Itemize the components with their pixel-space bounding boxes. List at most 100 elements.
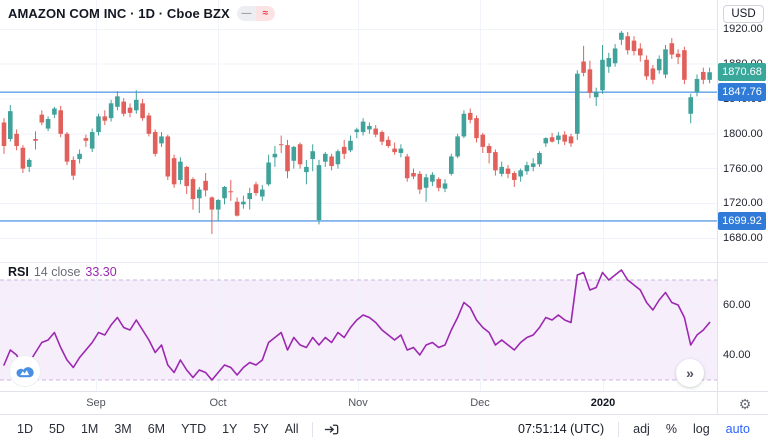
candle	[316, 165, 322, 221]
range-button-1m[interactable]: 1M	[74, 419, 105, 439]
candle	[543, 138, 549, 144]
candle	[197, 189, 202, 199]
candle	[556, 135, 561, 140]
candlestick-chart[interactable]	[0, 0, 717, 262]
candle	[467, 112, 473, 120]
candle	[682, 50, 687, 80]
candle	[64, 133, 70, 162]
toolbar: 1D 5D 1M 3M 6M YTD 1Y 5Y All 07:51:14 (UTC) adj …	[0, 414, 768, 443]
rsi-pane[interactable]: RSI 14 close 33.30 »	[0, 262, 717, 391]
candle	[562, 134, 567, 142]
candle	[669, 43, 675, 55]
candle	[8, 111, 13, 140]
toolbar-separator	[618, 421, 620, 437]
candle	[417, 173, 423, 190]
price-tick-label: 1800.00	[723, 127, 763, 140]
candle	[360, 121, 366, 133]
candle	[146, 115, 152, 134]
gear-icon[interactable]: ⚙	[738, 395, 752, 412]
range-button-1d[interactable]: 1D	[10, 419, 40, 439]
pane-divider[interactable]	[0, 262, 768, 263]
candle	[568, 136, 574, 144]
candle	[89, 132, 95, 149]
toolbar-separator	[311, 421, 313, 437]
candle	[512, 172, 517, 180]
candle	[587, 69, 593, 93]
month-label: Sep	[86, 397, 106, 409]
candle	[260, 189, 265, 197]
candle	[241, 201, 246, 205]
wave-status-icon[interactable]: ≈	[255, 6, 275, 21]
candle	[348, 140, 353, 151]
candle	[134, 99, 139, 111]
range-button-all[interactable]: All	[278, 419, 306, 439]
rsi-value: 33.30	[85, 265, 117, 279]
candle	[121, 101, 126, 114]
symbol-title[interactable]: AMAZON COM INC · 1D · Cboe BZX	[8, 6, 230, 21]
candle	[675, 53, 681, 58]
scroll-to-recent-button[interactable]: »	[676, 359, 704, 387]
candle	[663, 49, 668, 75]
candle	[77, 153, 82, 160]
adj-button[interactable]: adj	[625, 419, 658, 439]
candle	[688, 97, 693, 114]
candle	[329, 156, 334, 167]
candle	[480, 134, 486, 147]
candle	[436, 179, 441, 188]
candle	[593, 92, 599, 98]
range-button-6m[interactable]: 6M	[141, 419, 172, 439]
range-button-5y[interactable]: 5Y	[246, 419, 275, 439]
candle	[656, 58, 662, 71]
time-axis[interactable]: Sep Oct Nov Dec 2020 ⚙	[0, 391, 768, 415]
axis-corner-divider	[717, 392, 718, 415]
range-button-ytd[interactable]: YTD	[174, 419, 213, 439]
rsi-chart[interactable]	[0, 262, 717, 391]
percent-button[interactable]: %	[658, 419, 685, 439]
candle	[474, 118, 479, 139]
candle	[45, 118, 51, 129]
candle	[215, 199, 221, 210]
rsi-title: RSI	[8, 265, 29, 279]
candle	[386, 139, 391, 146]
candle	[600, 59, 605, 91]
tradingview-logo[interactable]	[10, 356, 40, 386]
auto-button[interactable]: auto	[718, 419, 758, 439]
clock[interactable]: 07:51:14 (UTC)	[518, 422, 605, 436]
candle	[449, 156, 454, 174]
candle	[209, 197, 215, 210]
price-axis[interactable]: USD 1920.001880.001840.001800.001760.001…	[717, 0, 768, 391]
chevrons-right-icon: »	[686, 365, 694, 381]
candle	[581, 61, 586, 73]
goto-date-button[interactable]	[319, 419, 344, 440]
candle	[423, 177, 429, 188]
log-button[interactable]: log	[685, 419, 718, 439]
candle	[398, 148, 404, 153]
candle	[461, 113, 467, 137]
status-pills[interactable]: — ≈	[236, 6, 275, 21]
rsi-indicator-header[interactable]: RSI 14 close 33.30	[8, 265, 117, 279]
candle	[297, 144, 303, 165]
candle	[650, 68, 656, 80]
range-button-3m[interactable]: 3M	[107, 419, 138, 439]
candle	[619, 32, 624, 40]
candle	[39, 114, 45, 123]
month-label: Oct	[209, 397, 227, 409]
tradingview-logo-icon	[16, 365, 34, 378]
price-pane[interactable]	[0, 0, 717, 262]
candle	[152, 132, 158, 154]
price-tick-label: 1680.00	[723, 232, 763, 245]
candle	[575, 73, 580, 134]
candle	[14, 133, 19, 146]
candle	[625, 36, 630, 51]
candle	[310, 151, 315, 160]
range-button-1y[interactable]: 1Y	[215, 419, 244, 439]
candle	[71, 159, 76, 176]
rsi-tick-label: 60.00	[723, 299, 751, 311]
candle	[631, 40, 637, 52]
candle	[266, 162, 271, 185]
currency-button[interactable]: USD	[723, 5, 764, 23]
candle	[404, 156, 410, 179]
collapse-icon[interactable]: —	[236, 6, 256, 21]
range-button-5d[interactable]: 5D	[42, 419, 72, 439]
rsi-period: 14 close	[33, 265, 81, 279]
